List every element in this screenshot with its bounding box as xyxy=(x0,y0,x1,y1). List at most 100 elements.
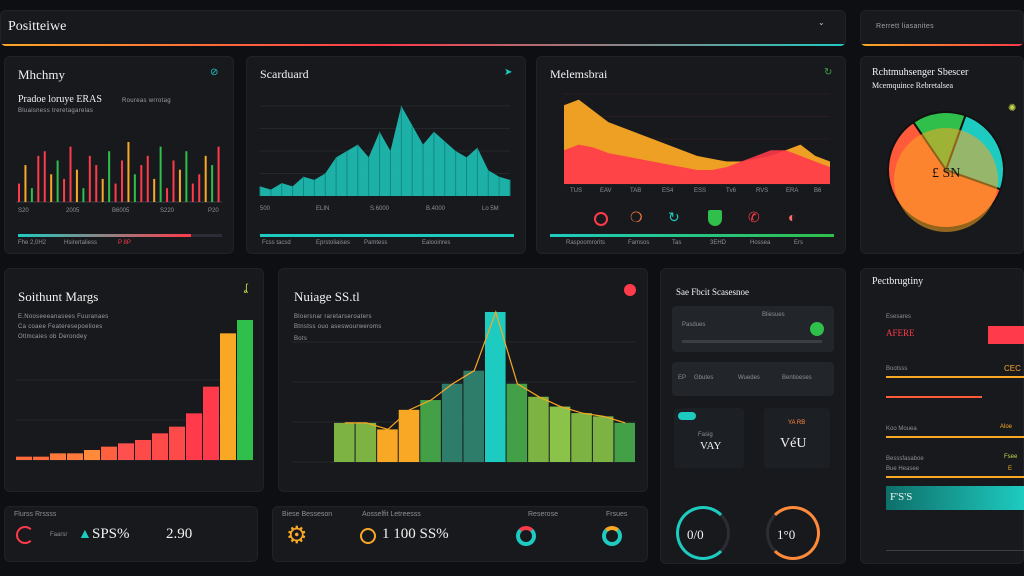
phone-icon[interactable]: ✆ xyxy=(748,209,760,225)
widget-caption-2: Btnstss ouo aseswourweroms xyxy=(294,324,382,330)
refresh-icon[interactable]: ↻ xyxy=(824,67,833,78)
footer-label: Ers xyxy=(794,240,803,246)
card-value: VéU xyxy=(780,436,807,451)
chevron-down-icon[interactable]: ⌄ xyxy=(818,18,825,27)
bar xyxy=(56,160,59,202)
gauge-card[interactable]: YA RB VéU xyxy=(764,408,830,468)
gauge-ring: 1°0 xyxy=(766,506,820,560)
widget-caption-3: Bots xyxy=(294,336,308,342)
kpi-card-1: Flurss Rrssss Faarsr ▲ SPS% 2.90 xyxy=(4,506,258,562)
bar xyxy=(237,320,253,460)
row-label: Bliesues xyxy=(762,312,785,318)
bar xyxy=(166,188,169,202)
bar xyxy=(16,456,32,460)
axis-ticks: 500 ELIN S.6000 B.4000 Lo 5M xyxy=(260,206,510,214)
widget-area-chart-2: Melemsbrai ↻ TUS EAV TAB ES4 ESS Tv6 RVS… xyxy=(536,56,846,254)
bar xyxy=(33,456,49,460)
bar xyxy=(211,165,214,202)
widget-caption: E.Nooseeeanasees Fuuranaes xyxy=(18,314,109,320)
widget-bar-chart-3: Nuiage SS.tl Bloersnar raretarseroaters … xyxy=(278,268,648,492)
shield-icon[interactable] xyxy=(708,210,722,226)
item-subvalue: E xyxy=(1008,466,1013,472)
bar xyxy=(82,188,85,202)
footer-label: Raspoomrorits xyxy=(566,240,606,246)
bar xyxy=(127,142,130,202)
alert-ring-icon[interactable] xyxy=(594,212,608,226)
header-right-bar[interactable]: Rerrett liasanites xyxy=(860,10,1024,46)
bar xyxy=(63,178,66,202)
bar xyxy=(198,174,201,202)
item-bar xyxy=(988,326,1024,344)
donut-icon xyxy=(516,526,536,546)
bar xyxy=(88,155,91,202)
header-right-accent xyxy=(860,44,1024,46)
status-row[interactable]: Bliesues Pasdues xyxy=(672,306,834,352)
pie-chart xyxy=(887,111,1005,232)
bar xyxy=(614,422,635,462)
footer-label: Pamtess xyxy=(364,240,388,246)
kpi-value-2: 2.90 xyxy=(166,526,193,542)
gauge-value: 0/0 xyxy=(687,527,704,542)
list-item[interactable]: Koo Mouea Aloe xyxy=(868,418,1024,448)
kpi-value: SPS% xyxy=(92,526,130,542)
area-chart xyxy=(564,93,830,185)
widget-subtitle: Mcemquince Rebretalsea xyxy=(872,81,954,90)
row-label: Bentioeses xyxy=(782,375,812,381)
tick-label: S20 xyxy=(18,208,29,214)
tick-label: 2005 xyxy=(66,208,80,214)
sun-icon[interactable]: ✺ xyxy=(1008,103,1017,114)
toggle-icon[interactable] xyxy=(678,412,696,420)
footer-label: Eprstoliaises xyxy=(316,240,351,246)
list-item[interactable]: Besssfasaboe Fsee Bue Heasee E xyxy=(868,448,1024,482)
list-item[interactable] xyxy=(868,386,1024,416)
bar xyxy=(67,453,83,460)
spinner-icon xyxy=(16,526,34,544)
cursor-icon[interactable]: ➤ xyxy=(504,67,513,78)
tick-label: ELIN xyxy=(316,206,330,212)
trend-line xyxy=(344,310,626,431)
footer-label: Fcss tacsd xyxy=(262,240,291,246)
bar xyxy=(377,429,398,462)
progress-track xyxy=(18,234,222,237)
row-progress xyxy=(682,340,822,343)
list-item[interactable]: Esesares AFERE xyxy=(868,300,1024,344)
bar xyxy=(592,416,614,462)
flame-icon[interactable]: ❍ xyxy=(630,209,643,225)
widget-bar-chart-1: Mhchmy ⊘ Pradoe loruye ERAS Roureas wrro… xyxy=(4,56,234,254)
bar xyxy=(571,413,592,462)
item-bar xyxy=(886,436,1024,438)
progress-fill xyxy=(18,234,192,237)
list-item[interactable]: Bootsss CEC xyxy=(868,348,1024,382)
bar xyxy=(50,174,53,202)
expand-icon[interactable]: ⊘ xyxy=(210,67,219,78)
bar xyxy=(114,183,117,202)
widget-subtitle: Pradoe loruye ERAS xyxy=(18,94,102,105)
link-icon[interactable]: ʆ xyxy=(244,283,248,294)
eye-icon[interactable]: ◐ xyxy=(788,209,797,225)
widget-caption: Roureas wrrotag xyxy=(122,98,171,104)
item-sublabel: Bue Heasee xyxy=(886,466,920,472)
up-arrow-icon: ▲ xyxy=(78,525,92,541)
bar xyxy=(172,160,175,202)
tick-label: EAV xyxy=(600,188,612,194)
bar xyxy=(43,151,46,202)
bar xyxy=(95,165,98,202)
footer-label: Fhe 2,0H2 xyxy=(18,240,47,246)
bar xyxy=(441,383,463,462)
footer-label: Hossea xyxy=(750,240,771,246)
kpi-mid-label: Aosselfit Letreesss xyxy=(362,511,421,518)
footer-label: 3EHD xyxy=(710,240,727,246)
bar xyxy=(37,155,40,202)
tick-label: ERA xyxy=(786,188,799,194)
item-label: Koo Mouea xyxy=(886,426,917,432)
gauge-value: 1°0 xyxy=(777,527,796,542)
bar xyxy=(159,146,162,202)
gauge-card[interactable]: Fasig VAY xyxy=(674,408,744,468)
tick-label: S.6000 xyxy=(370,206,390,212)
record-icon[interactable] xyxy=(624,284,636,296)
card-value: VAY xyxy=(700,440,722,452)
gauge-ring: 0/0 xyxy=(676,506,730,560)
gear-icon[interactable]: ⚙ xyxy=(286,522,308,549)
status-row[interactable]: EP Gbutes Wuedes Bentioeses xyxy=(672,362,834,396)
refresh-circle-icon[interactable]: ↻ xyxy=(668,209,680,225)
